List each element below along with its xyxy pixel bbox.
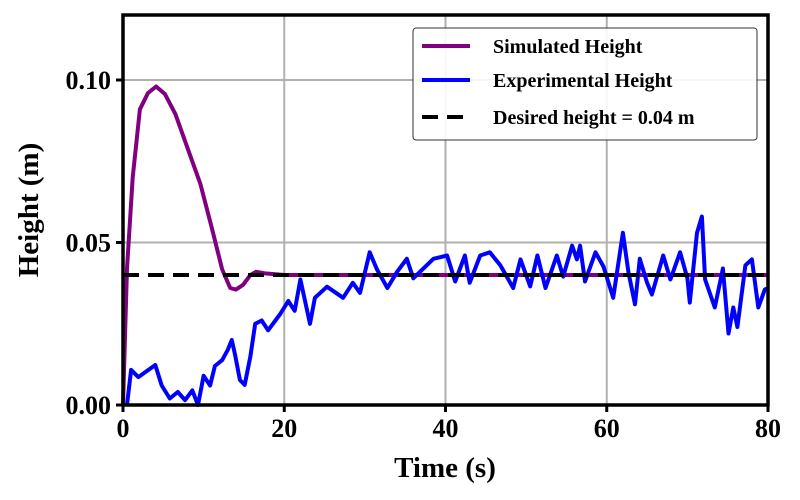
x-tick-label: 80 bbox=[755, 414, 781, 443]
x-axis-label: Time (s) bbox=[394, 452, 496, 484]
y-axis-label: Height (m) bbox=[13, 143, 45, 278]
x-tick-label: 0 bbox=[117, 414, 130, 443]
legend: Simulated Height Experimental Height Desir… bbox=[412, 27, 758, 141]
legend-label-2: Desired height = 0.04 m bbox=[493, 107, 695, 129]
x-tick-label: 40 bbox=[433, 414, 459, 443]
legend-label-0: Simulated Height bbox=[493, 36, 643, 58]
series-lines bbox=[121, 84, 769, 407]
ticks: 0 20 40 60 80 0.00 0.05 0.10 bbox=[66, 66, 782, 443]
legend-label-1: Experimental Height bbox=[493, 70, 673, 92]
y-tick-label: 0.00 bbox=[66, 391, 112, 420]
legend-box bbox=[412, 27, 758, 141]
x-tick-label: 20 bbox=[271, 414, 297, 443]
series-line-1 bbox=[125, 214, 769, 407]
y-tick-label: 0.10 bbox=[66, 66, 112, 95]
y-tick-label: 0.05 bbox=[66, 229, 112, 258]
series-line-0 bbox=[121, 84, 768, 406]
x-tick-label: 60 bbox=[594, 414, 620, 443]
